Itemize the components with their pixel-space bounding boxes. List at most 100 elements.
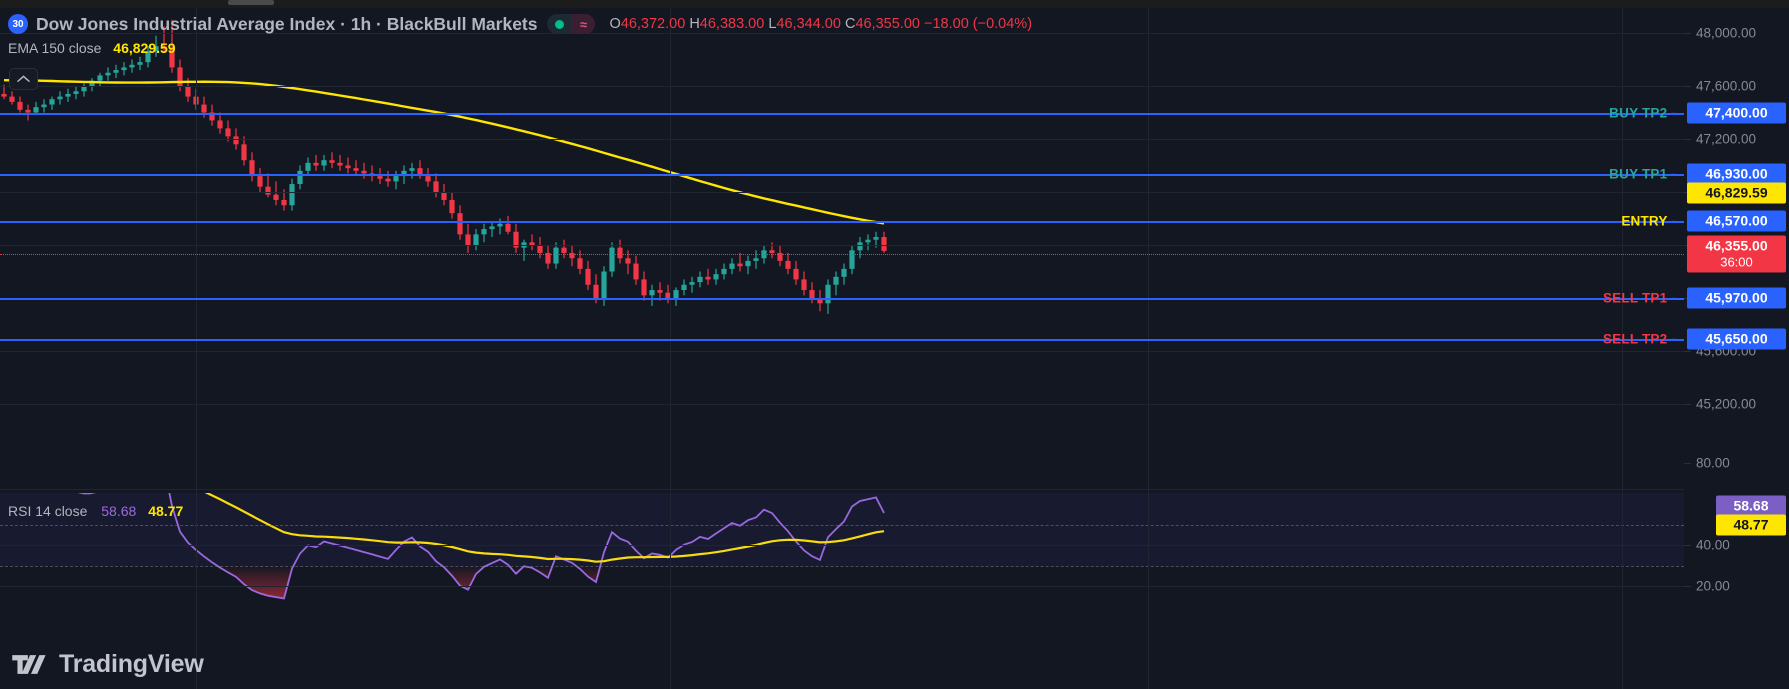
candle-wick <box>411 162 413 179</box>
candle-body <box>1 93 7 97</box>
symbol-title[interactable]: Dow Jones Industrial Average Index · 1h … <box>36 13 538 34</box>
rsi-axis[interactable]: 80.00 40.00 20.00 58.68 48.77 <box>1684 456 1789 689</box>
level-tag-label: SELL TP1 <box>1602 290 1668 306</box>
candle-body <box>225 128 231 137</box>
level-line-buy-tp2[interactable] <box>0 113 1684 115</box>
price-axis-box[interactable]: 45,650.00 <box>1687 328 1786 350</box>
candle-body <box>625 258 631 264</box>
price-axis[interactable]: 48,000.0047,600.0047,200.0046,800.0046,4… <box>1684 8 1789 493</box>
candle-body <box>497 223 503 227</box>
candle-body <box>473 234 479 245</box>
candle-body <box>161 46 167 49</box>
level-line-buy-tp1[interactable] <box>0 174 1684 176</box>
candle-body <box>809 290 815 298</box>
price-axis-box[interactable]: 46,930.00 <box>1687 163 1786 185</box>
candle-body <box>209 112 215 121</box>
candle-body <box>33 107 39 113</box>
candle-body <box>769 250 775 253</box>
level-tag-buy-tp2[interactable]: BUY TP2 - <box>1609 106 1676 121</box>
candle-body <box>281 199 287 206</box>
market-open-dot-icon <box>547 14 572 34</box>
price-axis-box[interactable]: 47,400.00 <box>1687 102 1786 124</box>
level-tag-dash: - <box>1671 213 1676 229</box>
candle-body <box>681 284 687 291</box>
pane-divider[interactable] <box>0 489 1789 490</box>
price-axis-box[interactable]: 46,829.59 <box>1687 182 1786 204</box>
candle-body <box>705 276 711 280</box>
candle-body <box>513 231 519 248</box>
candle-wick <box>379 168 381 185</box>
tradingview-logo-icon <box>12 655 46 674</box>
candle-body <box>865 239 871 243</box>
time-gridline <box>1622 8 1623 493</box>
rsi-legend[interactable]: RSI 14 close 58.68 48.77 <box>8 503 183 519</box>
ohlc-open-key: O <box>609 16 621 32</box>
rsi-axis-label: 20.00 <box>1696 578 1730 594</box>
candle-body <box>185 86 191 97</box>
price-axis-tick <box>1684 139 1691 140</box>
candle-body <box>409 168 415 171</box>
candle-wick <box>523 239 525 261</box>
legend-indicator-row[interactable]: EMA 150 close 46,829.59 <box>8 40 1032 56</box>
candle-body <box>753 258 759 261</box>
level-line-sell-tp1[interactable] <box>0 298 1684 300</box>
candle-wick <box>171 19 173 73</box>
candle-body <box>121 67 127 71</box>
candle-body <box>73 91 79 94</box>
price-chart-pane[interactable]: BUY TP2 - BUY TP1 - ENTRY - SELL TP1 - SELL … <box>0 8 1684 493</box>
candle-body <box>313 162 319 166</box>
time-gridline <box>1148 8 1149 493</box>
candle-body <box>289 184 295 206</box>
candle-body <box>329 160 335 163</box>
candle-body <box>257 176 263 187</box>
rsi-level-50 <box>0 524 1684 526</box>
price-box-countdown: 36:00 <box>1720 254 1753 270</box>
candle-body <box>65 93 71 97</box>
price-axis-box[interactable]: 46,570.00 <box>1687 210 1786 232</box>
time-gridline <box>670 8 671 493</box>
candle-body <box>217 120 223 129</box>
price-axis-box[interactable]: 45,970.00 <box>1687 287 1786 309</box>
price-gridline <box>0 245 1684 246</box>
browser-tab-stub[interactable] <box>228 0 274 5</box>
candle-body <box>745 260 751 267</box>
level-tag-entry[interactable]: ENTRY - <box>1621 214 1676 229</box>
candle-body <box>201 104 207 113</box>
chevron-up-icon <box>17 75 30 82</box>
level-tag-sell-tp1[interactable]: SELL TP1 - <box>1603 291 1676 306</box>
candle-wick <box>651 284 653 306</box>
candle-body <box>153 46 159 52</box>
rsi-gridline <box>0 545 1684 546</box>
symbol-interval-badge[interactable]: 30 <box>8 14 28 34</box>
candle-body <box>449 199 455 214</box>
rsi-indicator-pane[interactable] <box>0 493 1684 689</box>
candle-body <box>601 271 607 298</box>
price-box-value: 46,355.00 <box>1705 237 1768 254</box>
price-axis-box[interactable]: 46,355.00 36:00 <box>1687 235 1786 273</box>
candle-body <box>249 160 255 177</box>
level-line-sell-tp2[interactable] <box>0 339 1684 341</box>
level-line-entry[interactable] <box>0 221 1684 223</box>
market-status-pill[interactable]: ≈ <box>547 14 596 34</box>
candle-body <box>41 104 47 108</box>
candle-body <box>833 276 839 285</box>
rsi-axis-box[interactable]: 58.68 <box>1716 495 1786 517</box>
price-box-value: 46,930.00 <box>1705 165 1768 182</box>
candle-body <box>665 292 671 298</box>
candle-body <box>609 247 615 272</box>
price-gridline <box>0 33 1684 34</box>
candle-body <box>857 242 863 251</box>
rsi-axis-box[interactable]: 48.77 <box>1716 514 1786 536</box>
price-gridline <box>0 192 1684 193</box>
rsi-ma-value: 48.77 <box>148 503 184 519</box>
rsi-axis-label: 80.00 <box>1696 455 1730 471</box>
collapse-pane-button[interactable] <box>9 68 38 90</box>
candle-body <box>9 96 15 102</box>
rsi-time-gridline <box>1148 493 1149 689</box>
level-tag-buy-tp1[interactable]: BUY TP1 - <box>1609 167 1676 182</box>
candle-body <box>265 186 271 195</box>
candle-body <box>505 223 511 232</box>
rsi-axis-tick <box>1684 463 1691 464</box>
candle-body <box>137 62 143 65</box>
level-tag-sell-tp2[interactable]: SELL TP2 - <box>1603 332 1676 347</box>
